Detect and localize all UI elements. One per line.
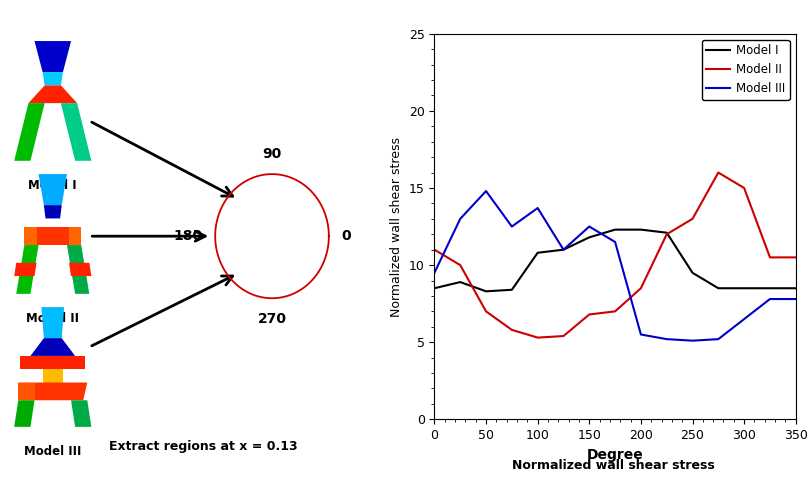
Model II bbox=[584, 311, 594, 317]
Polygon shape bbox=[18, 383, 34, 400]
Model I bbox=[687, 270, 697, 276]
Line: Model II: Model II bbox=[434, 173, 795, 337]
Polygon shape bbox=[61, 103, 92, 161]
Model III bbox=[610, 239, 620, 245]
Model I bbox=[429, 285, 439, 291]
Model II bbox=[558, 333, 568, 339]
Text: Model III: Model III bbox=[24, 444, 81, 457]
Text: 270: 270 bbox=[257, 311, 286, 325]
Model I bbox=[713, 285, 723, 291]
X-axis label: Degree: Degree bbox=[586, 448, 642, 462]
Model II bbox=[764, 254, 774, 260]
Model I bbox=[635, 227, 645, 232]
Model III bbox=[506, 224, 516, 229]
Polygon shape bbox=[16, 245, 39, 294]
Model I bbox=[610, 227, 620, 232]
Polygon shape bbox=[34, 41, 71, 72]
Model I bbox=[738, 285, 748, 291]
Model II bbox=[506, 327, 516, 333]
Model II bbox=[661, 231, 671, 237]
Model II bbox=[738, 185, 748, 191]
Text: 90: 90 bbox=[262, 147, 281, 161]
Polygon shape bbox=[41, 307, 64, 338]
Polygon shape bbox=[28, 85, 77, 103]
Polygon shape bbox=[43, 72, 63, 85]
Model III bbox=[764, 296, 774, 302]
Model II bbox=[429, 247, 439, 253]
Polygon shape bbox=[15, 400, 34, 427]
Model III bbox=[558, 247, 568, 253]
Model I bbox=[481, 288, 491, 294]
Model III bbox=[738, 316, 748, 322]
Model III bbox=[635, 332, 645, 337]
Text: Model I: Model I bbox=[28, 178, 77, 191]
Model I bbox=[661, 230, 671, 236]
Model III bbox=[790, 296, 800, 302]
Text: 0: 0 bbox=[341, 229, 350, 243]
Polygon shape bbox=[24, 228, 36, 245]
Model I bbox=[790, 285, 800, 291]
Model II bbox=[481, 308, 491, 314]
Text: 180: 180 bbox=[174, 229, 203, 243]
Y-axis label: Normalized wall shear stress: Normalized wall shear stress bbox=[390, 136, 403, 317]
Polygon shape bbox=[71, 400, 92, 427]
Text: Normalized wall shear stress: Normalized wall shear stress bbox=[511, 459, 714, 472]
Model III bbox=[661, 336, 671, 342]
Model III bbox=[532, 205, 542, 211]
Polygon shape bbox=[18, 383, 88, 400]
Polygon shape bbox=[69, 263, 92, 276]
Legend: Model I, Model II, Model III: Model I, Model II, Model III bbox=[701, 40, 789, 100]
Model II bbox=[455, 262, 465, 268]
Model III bbox=[687, 338, 697, 344]
Model I bbox=[455, 279, 465, 285]
Polygon shape bbox=[24, 228, 81, 245]
Model I bbox=[558, 247, 568, 253]
Text: Model II: Model II bbox=[26, 311, 79, 324]
Model II bbox=[790, 254, 800, 260]
Polygon shape bbox=[67, 245, 89, 294]
Polygon shape bbox=[43, 369, 63, 383]
Polygon shape bbox=[15, 263, 36, 276]
Polygon shape bbox=[20, 356, 85, 369]
Model III bbox=[584, 224, 594, 229]
Polygon shape bbox=[44, 205, 62, 218]
Model III bbox=[481, 188, 491, 194]
Model I bbox=[764, 285, 774, 291]
Model I bbox=[532, 250, 542, 255]
Model II bbox=[713, 170, 723, 175]
Line: Model I: Model I bbox=[434, 229, 795, 291]
Model I bbox=[584, 234, 594, 240]
Polygon shape bbox=[39, 174, 67, 205]
Model III bbox=[455, 216, 465, 222]
Model I bbox=[506, 287, 516, 293]
Model II bbox=[687, 216, 697, 222]
Polygon shape bbox=[15, 103, 45, 161]
Polygon shape bbox=[69, 228, 81, 245]
Polygon shape bbox=[31, 338, 75, 356]
Model III bbox=[713, 336, 723, 342]
Line: Model III: Model III bbox=[434, 191, 795, 341]
Model III bbox=[429, 270, 439, 276]
Model II bbox=[635, 285, 645, 291]
Model II bbox=[610, 308, 620, 314]
Model II bbox=[532, 335, 542, 340]
Text: Extract regions at x = 0.13: Extract regions at x = 0.13 bbox=[109, 441, 297, 454]
